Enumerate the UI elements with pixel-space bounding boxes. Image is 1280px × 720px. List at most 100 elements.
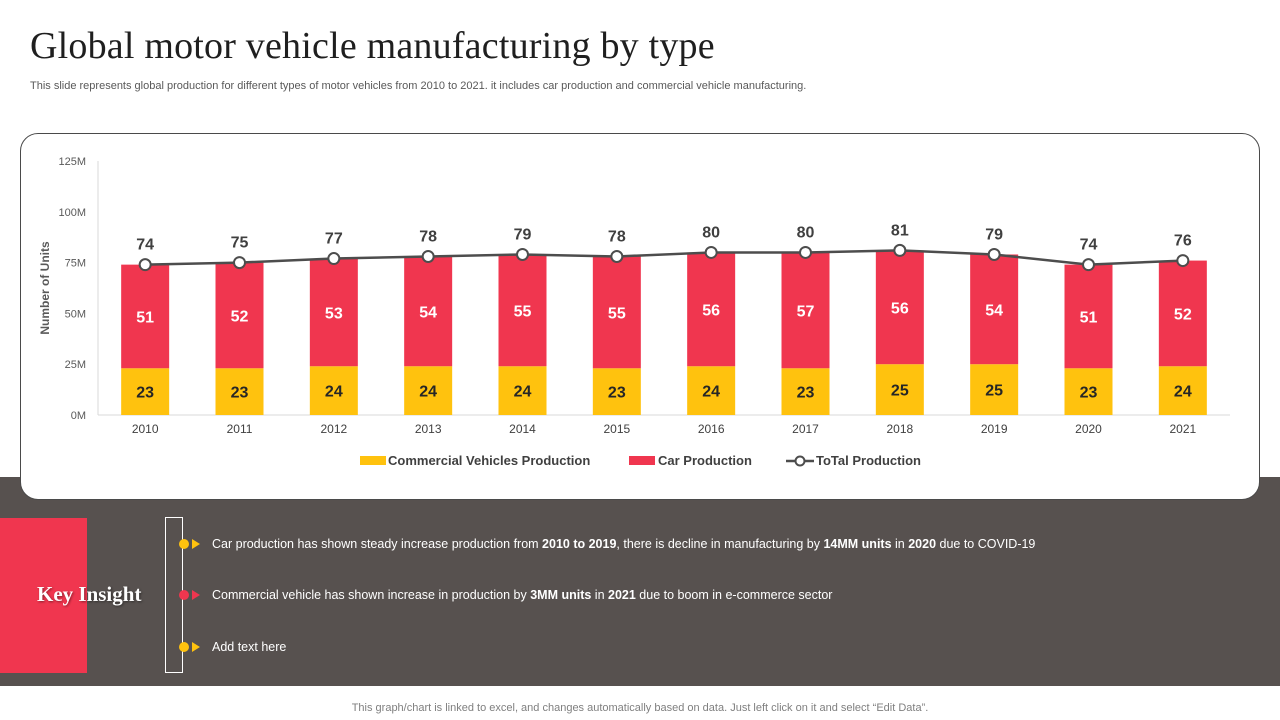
data-label-total: 77 (325, 231, 343, 248)
key-insight-block (0, 518, 87, 673)
data-label-total: 78 (608, 229, 626, 246)
y-tick-label: 25M (65, 359, 86, 371)
bar-commercial (1064, 368, 1113, 415)
page-subtitle: This slide represents global production … (30, 80, 807, 92)
insight-text[interactable]: Add text here (212, 640, 287, 654)
insight-item-1: Car production has shown steady increase… (178, 534, 1035, 554)
x-tick-label: 2012 (320, 422, 347, 436)
y-tick-label: 50M (65, 308, 86, 320)
yellow-arrow-icon (179, 539, 200, 549)
data-label-commercial: 24 (702, 384, 720, 401)
bar-car (309, 258, 358, 367)
x-tick-label: 2010 (132, 422, 159, 436)
data-label-commercial: 23 (1080, 385, 1098, 402)
bar-commercial (215, 368, 264, 415)
insight-text: Car production has shown steady increase… (212, 537, 1036, 551)
data-label-total: 74 (136, 237, 154, 254)
total-point (1082, 258, 1095, 272)
total-point (704, 245, 718, 259)
x-tick-label: 2016 (698, 422, 725, 436)
y-tick-label: 125M (58, 156, 86, 168)
data-label-commercial: 23 (608, 385, 626, 402)
data-label-total: 76 (1174, 233, 1192, 250)
total-point (799, 245, 812, 259)
data-label-total: 81 (891, 222, 909, 239)
data-label-commercial: 23 (136, 385, 154, 402)
bar-car (1064, 264, 1113, 369)
x-tick-label: 2015 (603, 422, 630, 436)
legend-label: Commercial Vehicles Production (388, 453, 590, 468)
bar-commercial (781, 368, 830, 415)
bar-commercial (875, 364, 924, 415)
bar-commercial (498, 366, 547, 415)
data-label-commercial: 24 (514, 384, 532, 401)
total-point (1176, 254, 1190, 268)
y-axis-title: Number of Units (38, 241, 52, 335)
data-label-total: 74 (1080, 237, 1098, 254)
bar-commercial (970, 364, 1019, 415)
bar-car (1158, 260, 1207, 367)
bar-car (970, 254, 1019, 365)
legend-label: Car Production (658, 453, 752, 468)
insight-item-2: Commercial vehicle has shown increase in… (178, 585, 832, 605)
legend-swatch-car (629, 456, 655, 465)
x-tick-label: 2019 (981, 422, 1008, 436)
data-label-car: 53 (325, 305, 343, 322)
bar-commercial (1158, 366, 1207, 415)
x-tick-label: 2018 (886, 422, 913, 436)
x-tick-label: 2017 (792, 422, 819, 436)
data-label-car: 56 (891, 300, 909, 317)
x-tick-label: 2014 (509, 422, 536, 436)
data-label-car: 55 (514, 303, 532, 320)
total-point (610, 250, 624, 264)
total-point (987, 247, 1001, 261)
bar-car (404, 256, 453, 367)
bar-commercial (687, 366, 736, 415)
y-tick-label: 75M (65, 258, 86, 270)
data-label-commercial: 24 (325, 384, 343, 401)
x-tick-label: 2011 (227, 422, 253, 436)
legend-label: ToTal Production (816, 453, 921, 468)
data-label-commercial: 23 (231, 385, 249, 402)
y-tick-label: 100M (58, 207, 86, 219)
data-label-car: 55 (608, 305, 626, 322)
x-tick-label: 2020 (1075, 422, 1102, 436)
total-point (138, 258, 152, 272)
data-label-car: 51 (136, 309, 154, 326)
data-label-total: 80 (702, 224, 720, 241)
total-production-line (145, 249, 1183, 266)
footer-note: This graph/chart is linked to excel, and… (351, 702, 929, 714)
data-label-car: 57 (797, 303, 815, 320)
bar-commercial (309, 366, 358, 415)
data-label-total: 80 (797, 224, 815, 241)
total-point (327, 252, 341, 266)
data-label-car: 56 (702, 302, 720, 319)
bar-car (215, 262, 264, 369)
x-tick-label: 2021 (1169, 422, 1196, 436)
legend-marker-total (794, 455, 806, 467)
data-label-car: 51 (1080, 309, 1098, 326)
insight-text: Commercial vehicle has shown increase in… (212, 588, 833, 602)
x-tick-label: 2013 (415, 422, 442, 436)
bar-car (592, 256, 641, 369)
production-chart[interactable]: 0M 25M 50M 75M 100M 125M Number of Units 23 51 20… (20, 133, 1260, 500)
data-label-commercial: 25 (891, 383, 909, 400)
insight-band (0, 477, 1280, 686)
data-label-total: 78 (419, 229, 437, 246)
total-point (516, 247, 529, 261)
data-label-car: 54 (985, 302, 1003, 319)
data-label-commercial: 24 (419, 384, 437, 401)
bar-car (875, 250, 924, 365)
data-label-commercial: 23 (797, 385, 815, 402)
bar-car (687, 252, 736, 367)
data-label-total: 79 (514, 226, 532, 243)
data-label-car: 52 (1174, 306, 1192, 323)
insight-item-3: Add text here (178, 637, 286, 657)
bar-commercial (404, 366, 453, 415)
bar-car (781, 252, 830, 369)
red-arrow-icon (179, 590, 200, 600)
data-label-car: 54 (419, 304, 437, 321)
data-label-total: 79 (985, 226, 1003, 243)
yellow-arrow-icon (179, 642, 200, 652)
key-insight-heading: Key Insight (37, 582, 142, 606)
